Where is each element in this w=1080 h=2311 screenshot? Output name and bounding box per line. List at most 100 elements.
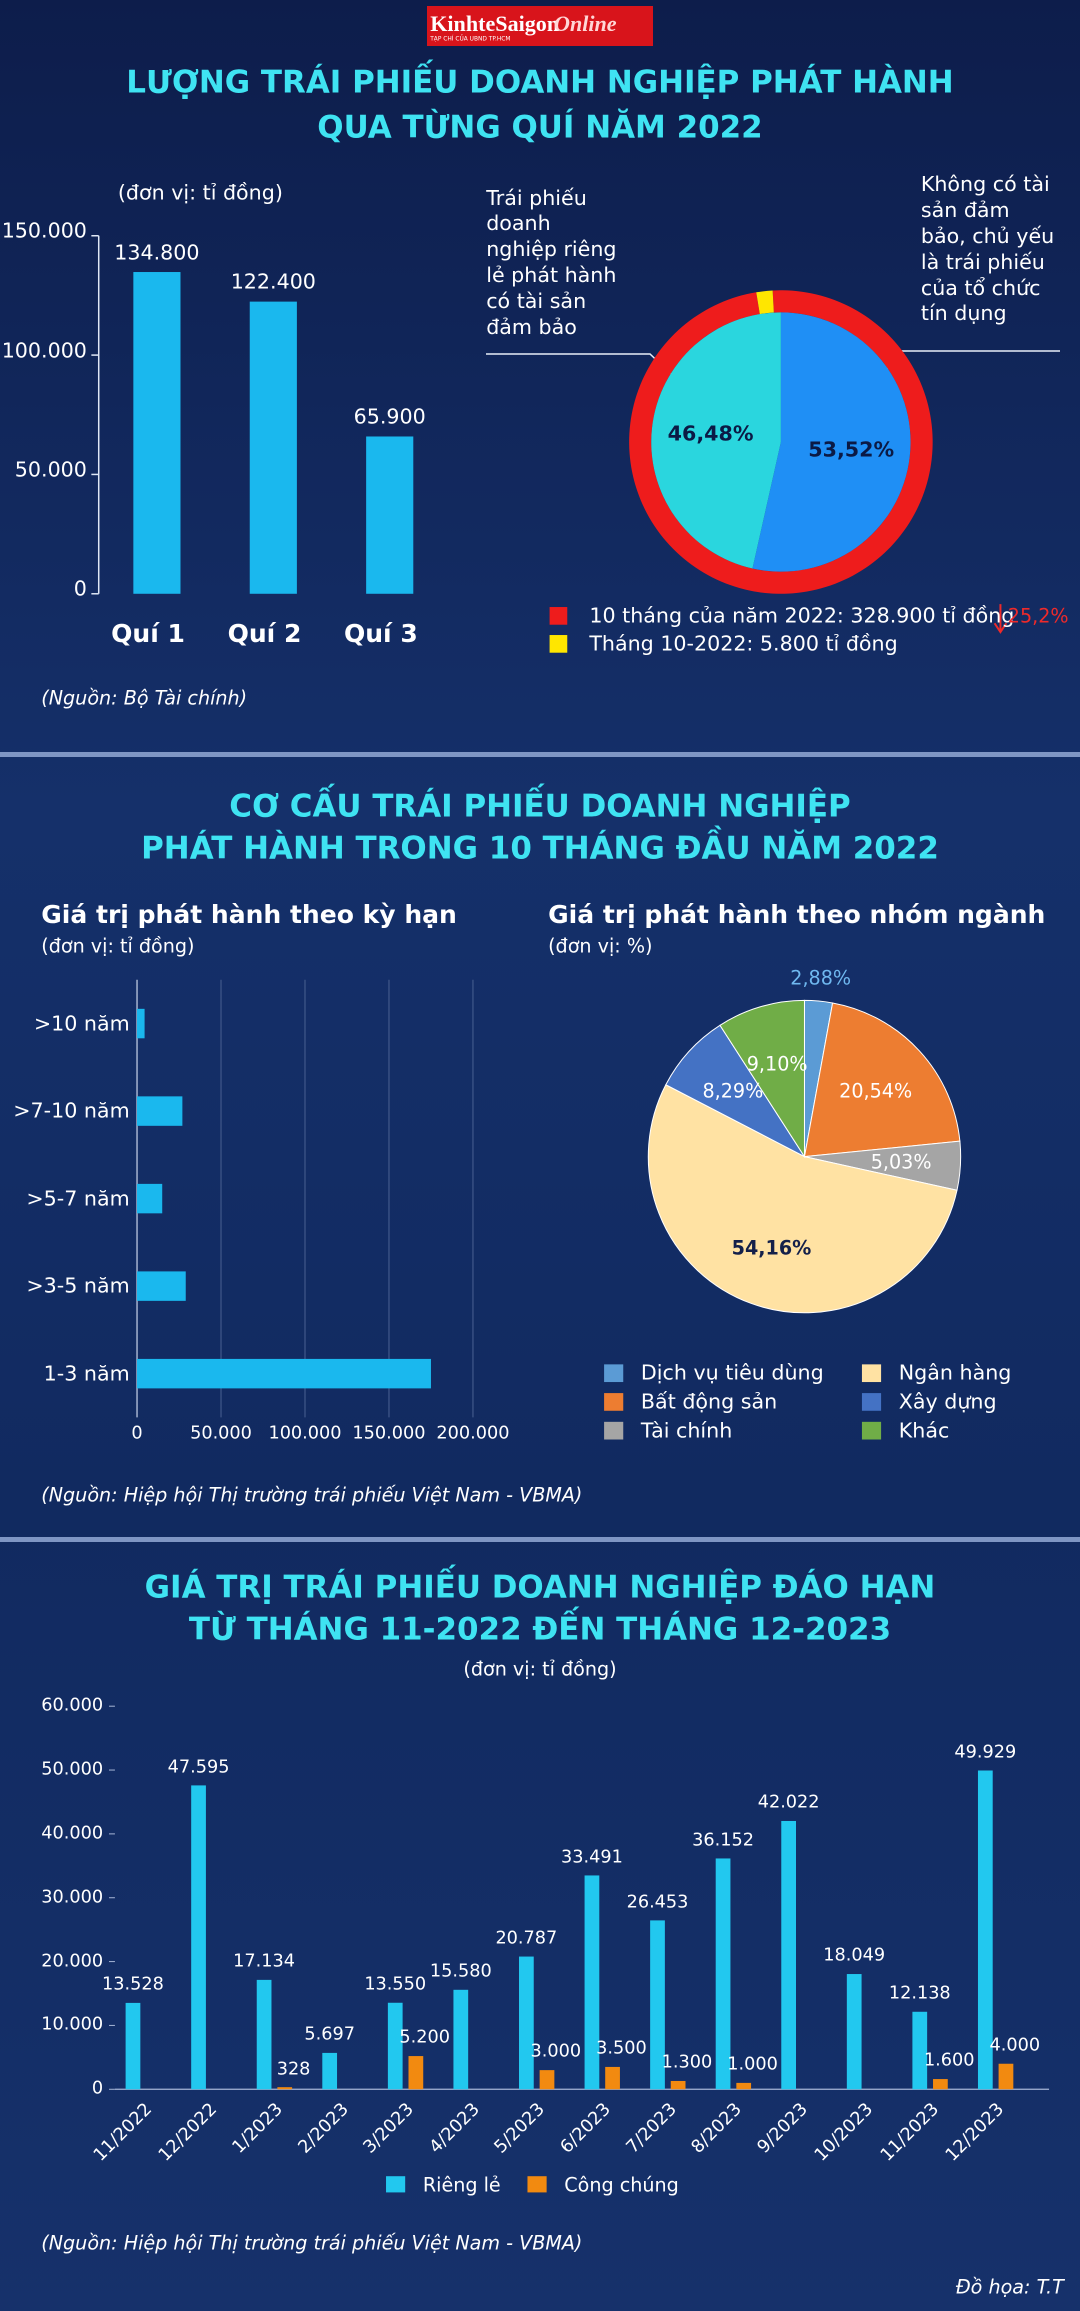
value-label: 65.900 (353, 404, 426, 429)
legend-label: Tài chính (640, 1418, 733, 1443)
bar (650, 1920, 665, 2090)
logo-tagline: TẠP CHÍ CỦA UBND TP.HCM (430, 36, 511, 43)
pie-slice (647, 1084, 958, 1314)
chart-subtitle: Giá trị phát hành theo nhóm ngành (548, 899, 1046, 929)
bar (605, 2066, 620, 2090)
y-tick-label: >10 năm (33, 1011, 130, 1036)
y-tick-label: 50.000 (41, 1759, 104, 1780)
legend-swatch (386, 2176, 406, 2193)
pie-slice (803, 1002, 961, 1158)
value-label: 1.000 (727, 2054, 778, 2075)
bar (137, 1008, 145, 1039)
ring-segment (756, 290, 774, 315)
bar (453, 1989, 469, 2090)
legend-swatch (549, 635, 568, 653)
x-tick-label: 150.000 (352, 1423, 426, 1443)
bar (387, 2002, 403, 2090)
logo-box (427, 6, 653, 46)
bar (736, 2082, 752, 2090)
bar (977, 1770, 993, 2090)
bar (277, 2087, 293, 2090)
y-tick-label: >3-5 năm (26, 1273, 130, 1298)
value-label: 18.049 (823, 1945, 886, 1966)
section-title: PHÁT HÀNH TRONG 10 THÁNG ĐẦU NĂM 2022 (141, 830, 939, 867)
y-tick-label: 0 (91, 2078, 104, 2099)
value-label: 46,48% (667, 421, 754, 446)
value-label: 20.787 (495, 1928, 558, 1949)
section-title: TỪ THÁNG 11-2022 ĐẾN THÁNG 12-2023 (188, 1611, 892, 1647)
y-tick-label: >5-7 năm (26, 1186, 130, 1211)
x-tick-label: 200.000 (436, 1423, 510, 1443)
value-label: 26.453 (626, 1892, 689, 1913)
value-label: 3.000 (530, 2041, 582, 2062)
y-tick-label: 100.000 (1, 338, 87, 363)
value-label: 5,03% (870, 1150, 932, 1174)
legend-swatch (604, 1421, 624, 1440)
x-tick-label: Quí 3 (343, 618, 418, 648)
bar (519, 1956, 534, 2090)
logo: KinhteSaigon (430, 10, 560, 36)
credit: Đồ họa: T.T (955, 2275, 1064, 2299)
value-label: 13.528 (102, 1974, 164, 1995)
bar (933, 2079, 948, 2090)
y-tick-label: 30.000 (41, 1887, 104, 1908)
legend-label: Công chúng (564, 2173, 679, 2197)
bar (408, 2056, 424, 2090)
value-label: 13.550 (364, 1974, 427, 1995)
annotation: Không có tài sản đảm bảo, chủ yếu là trá… (920, 172, 1055, 326)
trend-arrow (993, 604, 1008, 634)
section-title: GIÁ TRỊ TRÁI PHIẾU DOANH NGHIỆP ĐÁO HẠN (144, 1569, 936, 1606)
x-tick-label: Quí 2 (227, 618, 302, 648)
legend-swatch (861, 1393, 882, 1411)
value-label: 20,54% (839, 1079, 913, 1103)
y-tick-label: 10.000 (41, 2014, 104, 2035)
value-label: 134.800 (114, 240, 200, 265)
source-note: (Nguồn: Hiệp hội Thị trường trái phiếu V… (41, 1483, 583, 1507)
bar (584, 1875, 600, 2090)
unit-label: (đơn vị: tỉ đồng) (117, 180, 283, 205)
value-label: 1.300 (661, 2052, 713, 2073)
bar (366, 436, 414, 594)
legend-label: Ngân hàng (898, 1360, 1012, 1385)
x-tick-label: 50.000 (190, 1423, 252, 1443)
bar (670, 2080, 686, 2090)
value-label: 122.400 (230, 270, 316, 295)
bar (912, 2011, 928, 2090)
legend-swatch (604, 1393, 624, 1411)
divider (0, 1537, 1080, 1542)
y-tick-label: 40.000 (41, 1823, 104, 1844)
section-title: QUA TỪNG QUÍ NĂM 2022 (317, 109, 763, 146)
value-label: 36.152 (692, 1830, 754, 1851)
value-label: 42.022 (757, 1792, 820, 1813)
value-label: 49.929 (954, 1742, 1017, 1763)
bar (133, 272, 181, 594)
unit-label: (đơn vị: %) (548, 934, 653, 958)
value-label: 54,16% (731, 1236, 812, 1260)
legend-label: Xây dựng (898, 1389, 997, 1414)
source-note: (Nguồn: Bộ Tài chính) (41, 686, 248, 710)
unit-label: (đơn vị: tỉ đồng) (463, 1657, 617, 1681)
bar (539, 2070, 555, 2090)
legend-swatch (549, 607, 568, 625)
x-tick-label: 100.000 (268, 1423, 342, 1443)
bar (137, 1096, 183, 1126)
bar (137, 1358, 431, 1389)
bar (137, 1183, 163, 1214)
source-note: (Nguồn: Hiệp hội Thị trường trái phiếu V… (41, 2231, 583, 2255)
x-tick-label: 0 (131, 1423, 143, 1443)
section-title: LƯỢNG TRÁI PHIẾU DOANH NGHIỆP PHÁT HÀNH (126, 63, 954, 100)
value-label: 4.000 (989, 2035, 1041, 2056)
logo: Online (553, 10, 617, 36)
value-label: 17.134 (233, 1951, 296, 1972)
legend-swatch (861, 1421, 882, 1440)
legend-label: Riêng lẻ (422, 2173, 501, 2197)
legend-label: Dịch vụ tiêu dùng (640, 1360, 824, 1385)
legend-label: Bất động sản (640, 1389, 778, 1414)
value-label: 1.600 (923, 2050, 975, 2071)
bar (322, 2052, 338, 2090)
value-label: 9,10% (746, 1052, 808, 1076)
value-label: 5.200 (399, 2027, 450, 2048)
value-label: 15.580 (429, 1961, 492, 1982)
